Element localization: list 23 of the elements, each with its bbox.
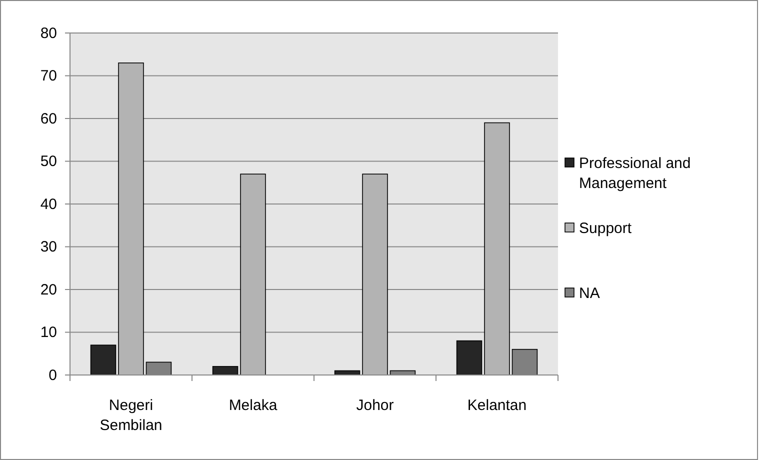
legend-label: Professional and Management — [579, 155, 691, 192]
legend-label: NA — [579, 285, 600, 302]
bar — [362, 174, 388, 376]
x-tick-label: Negeri Sembilan — [100, 397, 162, 434]
x-tick-label: Johor — [356, 397, 394, 414]
bar — [212, 366, 238, 376]
y-tick-label: 40 — [40, 196, 57, 213]
y-tick-label: 60 — [40, 110, 57, 128]
x-tick-label: Kelantan — [467, 397, 527, 414]
bar — [240, 174, 266, 376]
legend-label: Support — [579, 220, 632, 237]
y-tick-label: 10 — [40, 324, 57, 342]
bar — [484, 122, 510, 376]
y-tick-label: 70 — [40, 68, 57, 85]
bar — [90, 344, 116, 376]
y-tick-label: 20 — [40, 281, 57, 298]
y-tick-label: 30 — [40, 238, 57, 256]
y-tick-label: 50 — [40, 153, 57, 170]
bar — [118, 62, 144, 376]
y-tick-label: 80 — [40, 24, 57, 42]
x-tick-label: Melaka — [228, 397, 278, 414]
y-tick-label: 0 — [48, 366, 57, 384]
bar — [456, 340, 482, 376]
